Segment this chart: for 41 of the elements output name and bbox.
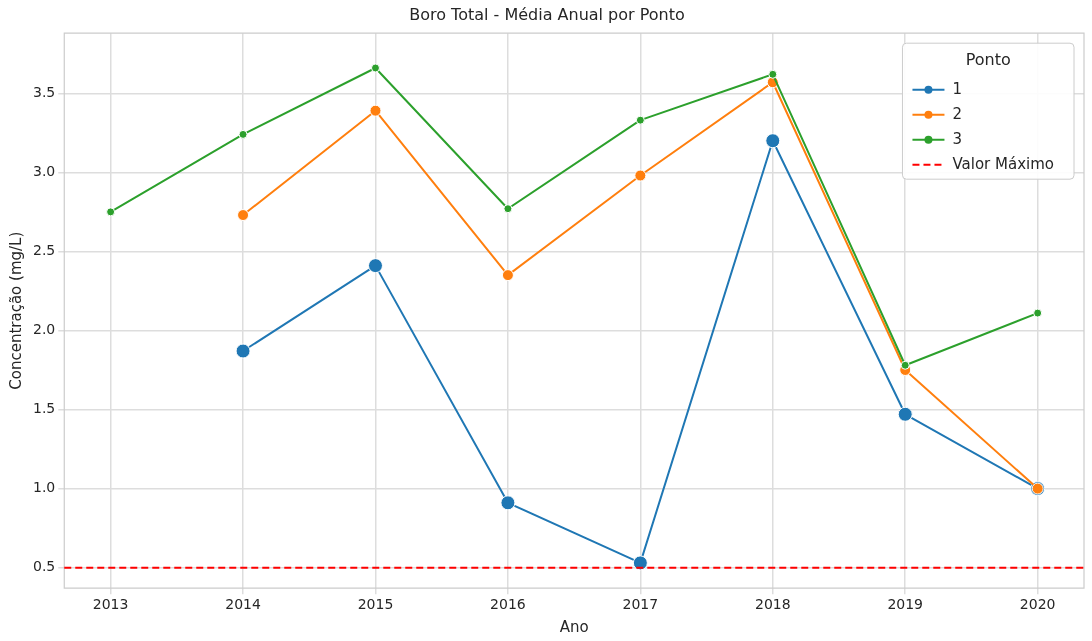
legend-title: Ponto <box>965 50 1011 70</box>
point <box>500 495 516 511</box>
point <box>900 360 910 370</box>
y-tick-label: 3.0 <box>33 162 56 179</box>
x-tick-label: 2013 <box>92 596 129 613</box>
legend-label: 1 <box>952 79 963 98</box>
point <box>369 104 382 117</box>
y-tick-label: 0.5 <box>33 558 56 575</box>
chart-title: Boro Total - Média Anual por Ponto <box>409 4 685 24</box>
point <box>501 269 514 282</box>
x-tick-label: 2020 <box>1019 596 1056 613</box>
point <box>237 209 250 222</box>
point <box>503 204 513 214</box>
legend-label: 2 <box>952 104 963 123</box>
x-tick-label: 2019 <box>887 596 924 613</box>
y-tick-label: 2.0 <box>33 321 56 338</box>
y-tick-label: 1.5 <box>33 400 56 417</box>
point <box>106 207 116 217</box>
y-axis-title: Concentração (mg/L) <box>6 231 25 390</box>
y-tick-label: 2.5 <box>33 242 56 259</box>
point <box>634 169 647 182</box>
legend-label: Valor Máximo <box>952 154 1055 173</box>
point <box>235 343 251 359</box>
x-tick-label: 2015 <box>357 596 394 613</box>
legend-label: 3 <box>952 129 963 148</box>
point <box>897 406 913 422</box>
y-tick-label: 3.5 <box>33 83 56 100</box>
x-axis-title: Ano <box>559 617 589 636</box>
x-tick-label: 2014 <box>225 596 261 613</box>
point <box>370 63 380 73</box>
y-tick-label: 1.0 <box>33 479 56 496</box>
point <box>765 133 781 149</box>
x-tick-label: 2017 <box>622 596 659 613</box>
point <box>1033 308 1043 318</box>
point <box>238 129 248 139</box>
x-tick-label: 2018 <box>754 596 791 613</box>
point <box>635 115 645 125</box>
point <box>768 69 778 79</box>
point <box>367 258 383 274</box>
point <box>632 555 648 571</box>
x-tick-label: 2016 <box>490 596 526 613</box>
